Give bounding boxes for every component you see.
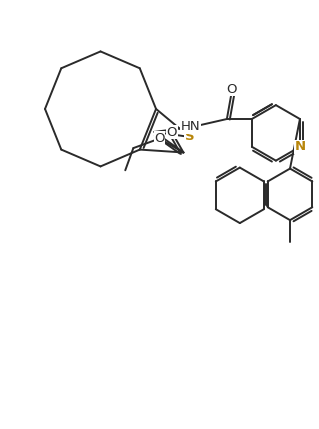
Text: N: N — [294, 140, 306, 153]
Text: O: O — [154, 132, 165, 145]
Text: S: S — [185, 130, 195, 143]
Text: HN: HN — [180, 121, 200, 133]
Text: O: O — [167, 126, 177, 139]
Text: O: O — [226, 83, 237, 96]
